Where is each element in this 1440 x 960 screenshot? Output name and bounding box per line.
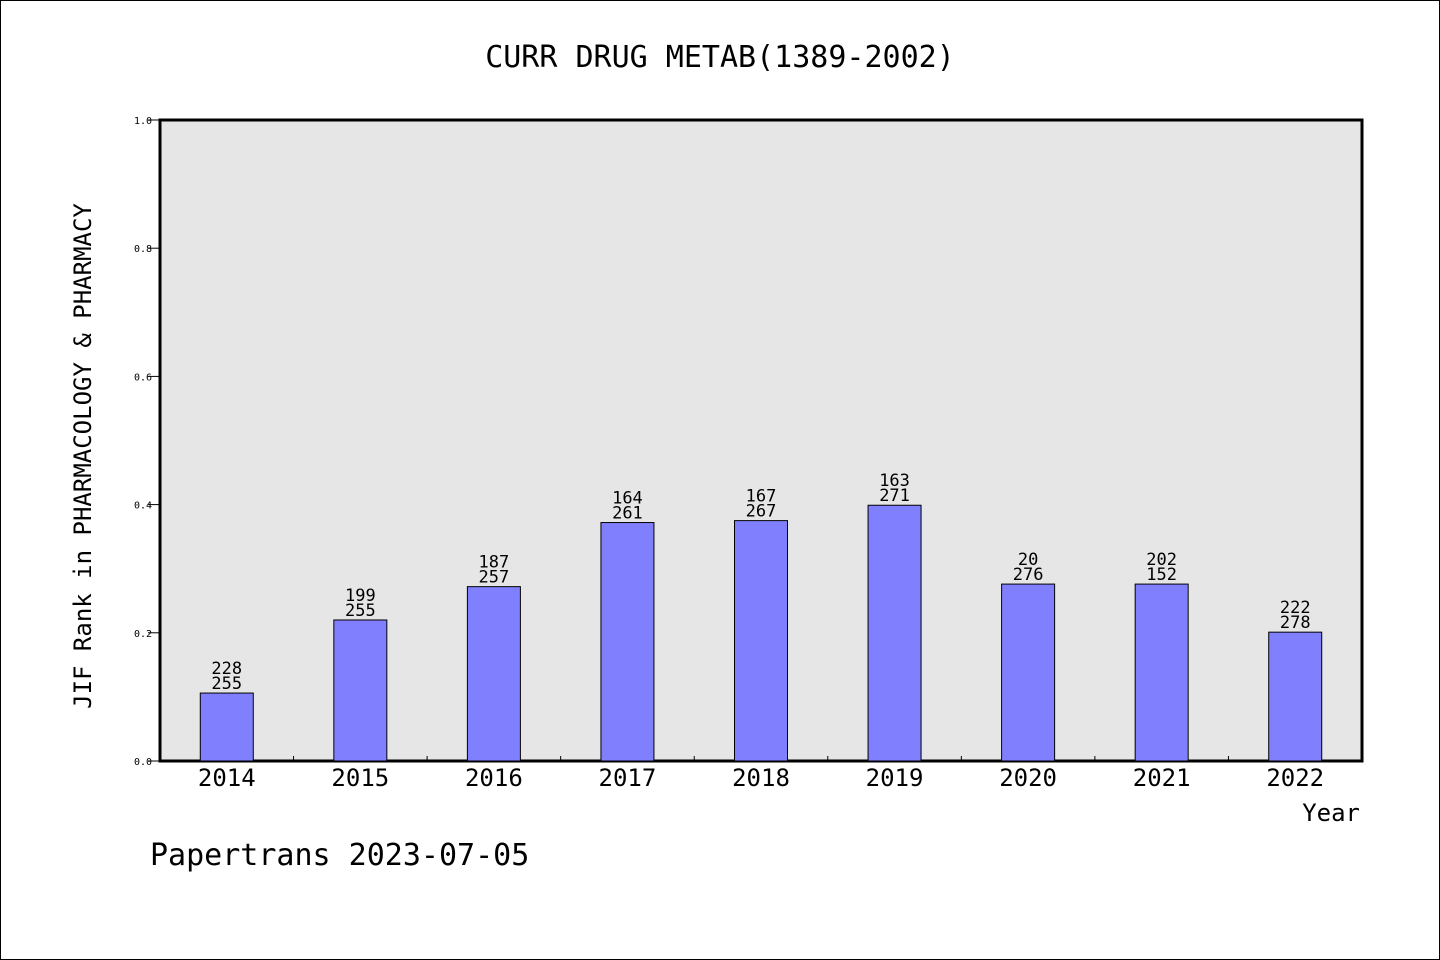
y-axis: 0.0 0.2 0.4 0.6 0.8 1.0 bbox=[134, 116, 160, 768]
bar-2020 bbox=[1001, 583, 1056, 762]
bar-total-label: 255 bbox=[211, 674, 242, 694]
bar-labels: 2282551992551872571642611672671632712027… bbox=[211, 471, 1310, 694]
bar-2016 bbox=[466, 586, 521, 762]
bar-total-label: 278 bbox=[1280, 613, 1311, 633]
bar-total-label: 276 bbox=[1013, 565, 1044, 585]
y-tick-label: 1.0 bbox=[134, 116, 152, 127]
y-tick-label: 0.2 bbox=[134, 629, 152, 640]
bar-rank-label: 167 bbox=[746, 487, 777, 507]
x-tick-label: 2017 bbox=[599, 764, 657, 792]
bar-rank-label: 164 bbox=[612, 489, 643, 509]
x-tick-label: 2022 bbox=[1266, 764, 1324, 792]
x-axis: 2014 2015 2016 2017 2018 2019 2020 2021 2022 bbox=[198, 756, 1324, 792]
bar-total-label: 152 bbox=[1146, 565, 1177, 585]
y-tick-label: 0.6 bbox=[134, 372, 152, 383]
bar-total-label: 261 bbox=[612, 504, 643, 524]
bar-2014 bbox=[199, 692, 254, 762]
bar-2018 bbox=[734, 520, 788, 762]
bar-total-label: 255 bbox=[345, 601, 376, 621]
bar-2021 bbox=[1134, 583, 1189, 762]
bar-rank-label: 222 bbox=[1280, 598, 1311, 618]
bar-2022 bbox=[1268, 631, 1323, 762]
bar-2017 bbox=[600, 522, 655, 762]
y-tick-label: 0.0 bbox=[134, 757, 152, 768]
x-axis-label: Year bbox=[1302, 799, 1360, 827]
x-tick-label: 2020 bbox=[999, 764, 1057, 792]
x-tick-label: 2018 bbox=[732, 764, 790, 792]
bars bbox=[199, 504, 1323, 762]
bar-2019 bbox=[867, 504, 922, 762]
bar-rank-label: 187 bbox=[479, 553, 510, 573]
x-tick-label: 2021 bbox=[1133, 764, 1191, 792]
bar-2015 bbox=[333, 619, 388, 762]
chart-title: CURR DRUG METAB(1389-2002) bbox=[485, 40, 955, 75]
bar-total-label: 267 bbox=[746, 502, 777, 522]
bar-rank-label: 163 bbox=[879, 471, 910, 491]
bar-rank-label: 202 bbox=[1146, 550, 1177, 570]
bar-rank-label: 20 bbox=[1018, 550, 1038, 570]
y-tick-label: 0.4 bbox=[134, 501, 152, 512]
x-tick-label: 2016 bbox=[465, 764, 523, 792]
y-tick-label: 0.8 bbox=[134, 244, 152, 255]
bar-total-label: 271 bbox=[879, 486, 910, 506]
x-tick-label: 2015 bbox=[331, 764, 389, 792]
bar-total-label: 257 bbox=[479, 568, 510, 588]
bar-rank-label: 228 bbox=[211, 659, 242, 679]
x-tick-label: 2019 bbox=[866, 764, 924, 792]
x-tick-label: 2014 bbox=[198, 764, 256, 792]
y-axis-label: JIF Rank in PHARMACOLOGY & PHARMACY bbox=[69, 203, 97, 709]
bar-rank-label: 199 bbox=[345, 586, 376, 606]
footer-text: Papertrans 2023-07-05 bbox=[150, 838, 529, 873]
